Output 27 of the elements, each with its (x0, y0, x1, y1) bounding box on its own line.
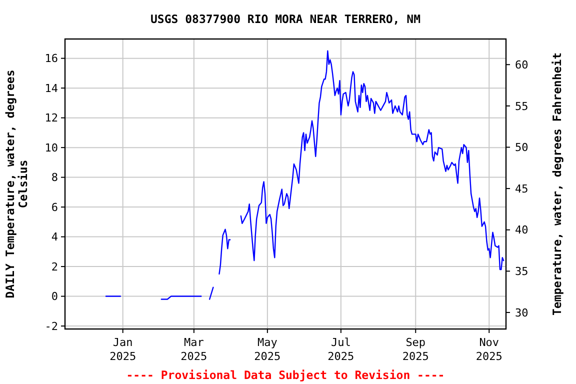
text: ---- Provisional Data Subject to Revision ---- (126, 368, 445, 382)
y2-tick-label: 30 (515, 306, 528, 320)
chart-title: USGS 08377900 RIO MORA NEAR TERRERO, NM (150, 12, 421, 26)
y-tick-label: 16 (44, 52, 58, 66)
y-tick-label: 2 (51, 260, 58, 274)
y2-axis-title: Temperature, water, degrees Fahrenheit (550, 52, 564, 316)
x-tick-label: Mar 2025 (180, 336, 208, 363)
y-axis-title: DAILY Temperature, water, degrees Celsius (3, 70, 30, 298)
y2-tick-label: 60 (515, 58, 528, 72)
y-tick-label: -2 (44, 320, 58, 333)
x-tick-label: Sep 2025 (402, 336, 429, 363)
y-tick-label: 10 (44, 141, 58, 154)
y-tick-label: 4 (51, 230, 58, 244)
y2-tick-label: 35 (515, 265, 528, 278)
y-tick-label: 14 (44, 82, 58, 95)
y-tick-label: 12 (44, 112, 58, 125)
y2-tick-label: 50 (515, 141, 528, 154)
x-tick-label: Jul 2025 (328, 336, 354, 363)
y-tick-label: 6 (51, 200, 58, 214)
y-tick-label: 8 (51, 171, 58, 184)
y-tick-label: 0 (51, 290, 58, 304)
y2-tick-label: 45 (515, 182, 528, 196)
x-tick-label: Nov 2025 (476, 336, 502, 363)
x-tick-label: May 2025 (254, 336, 281, 363)
y2-tick-label: 40 (515, 224, 528, 237)
x-tick-label: Jan 2025 (110, 336, 136, 363)
y2-tick-label: 55 (515, 100, 528, 113)
